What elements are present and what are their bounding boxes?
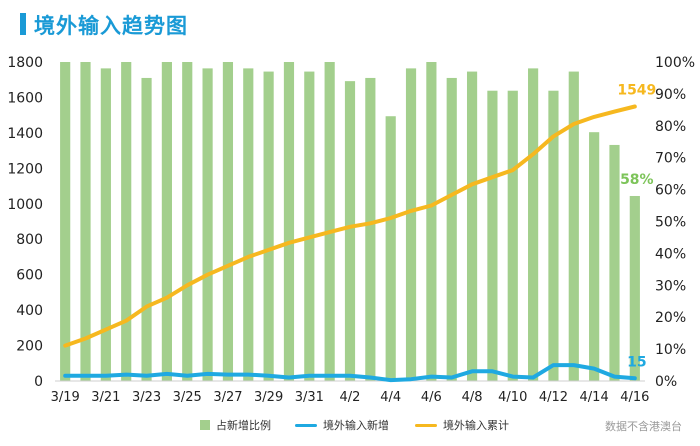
x-tick-label: 4/2 xyxy=(340,390,361,405)
legend-swatch-daily xyxy=(295,423,317,427)
x-tick-label: 3/27 xyxy=(213,390,242,405)
right-tick-label: 100% xyxy=(655,55,695,71)
bar-4/11 xyxy=(528,68,539,381)
x-tick-label: 3/19 xyxy=(51,390,80,405)
left-tick-label: 1400 xyxy=(7,126,43,142)
bar-3/22 xyxy=(121,62,132,381)
bar-3/23 xyxy=(141,77,152,381)
right-tick-label: 40% xyxy=(655,246,686,262)
bar-3/26 xyxy=(202,68,213,381)
bar-4/2 xyxy=(344,81,356,381)
title-accent-bar xyxy=(20,13,26,35)
x-tick-label: 3/29 xyxy=(254,390,283,405)
x-tick-label: 3/25 xyxy=(173,390,202,405)
right-tick-label: 10% xyxy=(655,342,686,358)
daily-line xyxy=(63,363,637,383)
left-tick-label: 1000 xyxy=(7,197,43,213)
x-tick-label: 4/14 xyxy=(580,390,609,405)
left-tick-label: 0 xyxy=(34,374,43,390)
bar-4/6 xyxy=(426,62,437,381)
x-tick-label: 4/10 xyxy=(498,390,527,405)
bar-3/27 xyxy=(222,62,234,381)
bar-4/1 xyxy=(324,62,335,381)
bar-3/19 xyxy=(60,62,71,381)
left-tick-label: 400 xyxy=(16,303,43,319)
legend-label-bar: 占新增比例 xyxy=(216,419,271,432)
bar-4/7 xyxy=(446,77,457,381)
x-tick-label: 4/4 xyxy=(380,390,401,405)
cumulative-line xyxy=(63,104,637,348)
right-tick-label: 90% xyxy=(655,87,686,103)
bar-4/14 xyxy=(589,132,600,381)
left-tick-label: 1800 xyxy=(7,55,43,71)
x-tick-label: 4/12 xyxy=(539,390,568,405)
legend-swatch-cumulative xyxy=(415,423,437,427)
bar-3/29 xyxy=(263,71,274,381)
bar-4/4 xyxy=(385,116,396,381)
x-tick-label: 4/16 xyxy=(620,390,649,405)
bar-3/28 xyxy=(243,68,254,381)
bar-4/15 xyxy=(609,144,620,381)
legend-item-bar: 占新增比例 xyxy=(200,416,271,434)
annotation-daily: 15 xyxy=(627,354,646,370)
right-tick-label: 70% xyxy=(655,151,686,167)
bar-4/9 xyxy=(487,90,498,382)
chart-title: 境外输入趋势图 xyxy=(34,14,188,38)
bar-4/12 xyxy=(548,90,559,382)
legend-swatch-bar xyxy=(200,420,210,430)
legend-label-daily: 境外输入新增 xyxy=(323,419,389,432)
annotation-ratio: 58% xyxy=(620,172,654,188)
right-tick-label: 80% xyxy=(655,119,686,135)
bar-3/24 xyxy=(161,62,172,381)
legend-item-daily: 境外输入新增 xyxy=(295,416,389,434)
right-tick-label: 60% xyxy=(655,183,686,199)
bar-4/10 xyxy=(507,90,518,382)
bar-3/31 xyxy=(304,71,315,381)
bar-4/8 xyxy=(466,71,478,381)
bar-3/21 xyxy=(100,68,111,381)
x-tick-label: 4/8 xyxy=(462,390,483,405)
bar-3/20 xyxy=(80,62,91,381)
right-tick-label: 20% xyxy=(655,310,686,326)
bar-3/25 xyxy=(182,62,193,381)
legend-label-cumulative: 境外输入累计 xyxy=(443,419,509,432)
legend-item-cumulative: 境外输入累计 xyxy=(415,416,509,434)
bar-4/3 xyxy=(365,77,376,381)
x-tick-label: 3/31 xyxy=(295,390,324,405)
left-tick-label: 1600 xyxy=(7,90,43,106)
legend: 占新增比例 境外输入新增 境外输入累计 xyxy=(0,416,700,434)
left-tick-label: 600 xyxy=(16,268,43,284)
left-tick-label: 1200 xyxy=(7,161,43,177)
right-tick-label: 50% xyxy=(655,215,686,231)
bar-3/30 xyxy=(283,62,295,381)
x-tick-label: 4/6 xyxy=(421,390,442,405)
left-tick-label: 200 xyxy=(16,339,43,355)
right-tick-label: 0% xyxy=(655,374,677,390)
bar-4/5 xyxy=(405,68,417,381)
bar-4/13 xyxy=(568,71,579,381)
annotation-cumulative: 1549 xyxy=(617,82,656,98)
x-tick-label: 3/23 xyxy=(132,390,161,405)
left-tick-label: 800 xyxy=(16,232,43,248)
bar-4/16 xyxy=(629,195,640,381)
right-tick-label: 30% xyxy=(655,278,686,294)
x-tick-label: 3/21 xyxy=(91,390,120,405)
source-note: 数据不含港澳台 xyxy=(605,420,682,433)
